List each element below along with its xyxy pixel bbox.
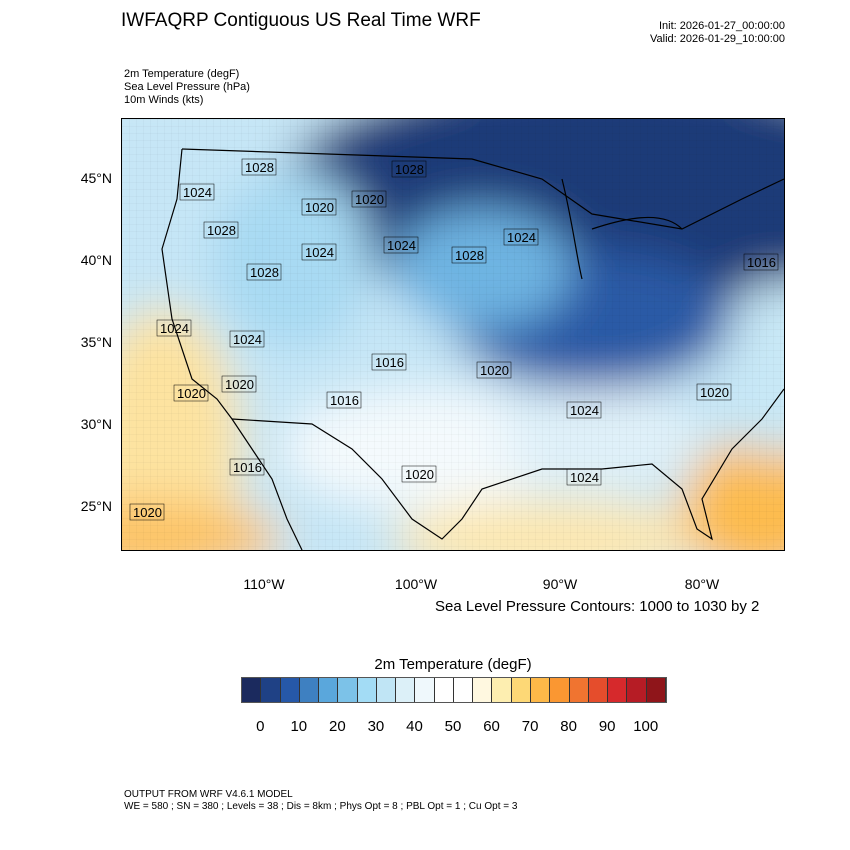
colorbar-swatch	[530, 678, 551, 702]
isobar-label: 1020	[305, 200, 334, 215]
colorbar-title: 2m Temperature (degF)	[374, 656, 532, 673]
colorbar-label: 90	[598, 718, 616, 735]
colorbar-swatch	[473, 678, 493, 702]
colorbar-label: 70	[521, 718, 539, 735]
colorbar-swatch	[588, 678, 609, 702]
colorbar-swatch	[338, 678, 358, 702]
lat-label: 45°N	[80, 170, 112, 186]
isobar-label: 1028	[395, 162, 424, 177]
isobar-label: 1028	[245, 160, 274, 175]
isobar-label: 1024	[507, 230, 536, 245]
field-label-temperature: 2m Temperature (degF)	[124, 68, 240, 80]
colorbar-swatch	[608, 678, 628, 702]
isobar-labels: 1024 1028 1028 1020 1020 1028 1024 1028 1024 1024…	[129, 158, 779, 521]
isobar-label: 1016	[747, 255, 776, 270]
field-label-winds: 10m Winds (kts)	[124, 94, 204, 106]
colorbar-swatch	[357, 678, 377, 702]
colorbar-swatch	[511, 678, 531, 702]
lon-label: 90°W	[542, 576, 578, 592]
colorbar-swatch	[492, 678, 512, 702]
isobar-label: 1024	[160, 321, 189, 336]
colorbar-swatch	[299, 678, 320, 702]
isobar-label: 1020	[700, 385, 729, 400]
isobar-label: 1020	[225, 377, 254, 392]
lat-label: 30°N	[80, 416, 112, 432]
colorbar-label: 50	[444, 718, 462, 735]
colorbar-swatch	[376, 678, 397, 702]
isobar-label: 1024	[305, 245, 334, 260]
colorbar-swatch	[569, 678, 589, 702]
lat-label: 40°N	[80, 252, 112, 268]
colorbar-swatch	[415, 678, 435, 702]
slp-caption: Sea Level Pressure Contours: 1000 to 103…	[435, 598, 760, 615]
colorbar-swatch	[627, 678, 647, 702]
footer-model: OUTPUT FROM WRF V4.6.1 MODEL	[124, 789, 293, 800]
colorbar-label: 60	[483, 718, 500, 735]
isobar-label: 1020	[480, 363, 509, 378]
colorbar-swatch	[242, 678, 262, 702]
colorbar-swatch	[550, 678, 570, 702]
isobar-label: 1020	[355, 192, 384, 207]
footer-config: WE = 580 ; SN = 380 ; Levels = 38 ; Dis …	[124, 801, 518, 812]
lon-label: 80°W	[684, 576, 720, 592]
valid-time: Valid: 2026-01-29_10:00:00	[650, 33, 785, 45]
colorbar-swatch	[646, 678, 666, 702]
map-canvas: 1024 1028 1028 1020 1020 1028 1024 1028 1024 1024…	[2, 69, 850, 589]
isobar-label: 1028	[207, 223, 236, 238]
isobar-label: 1024	[387, 238, 416, 253]
lon-label: 110°W	[243, 576, 285, 592]
lon-label: 100°W	[394, 576, 438, 592]
isobar-label: 1028	[250, 265, 279, 280]
isobar-label: 1016	[330, 393, 359, 408]
isobar-label: 1028	[455, 248, 484, 263]
isobar-label: 1020	[405, 467, 434, 482]
colorbar-label: 30	[367, 718, 385, 735]
isobar-label: 1024	[233, 332, 262, 347]
colorbar-label: 20	[329, 718, 346, 735]
isobar-label: 1024	[183, 185, 212, 200]
colorbar-swatch	[396, 678, 416, 702]
isobar-label: 1024	[570, 403, 599, 418]
colorbar-label: 100	[633, 718, 659, 735]
colorbar-label: 40	[406, 718, 423, 735]
colorbar-swatch	[434, 678, 454, 702]
isobar-label: 1020	[133, 505, 162, 520]
colorbar	[241, 677, 667, 703]
init-time: Init: 2026-01-27_00:00:00	[659, 20, 785, 32]
colorbar-label: 80	[560, 718, 577, 735]
isobar-label: 1016	[233, 460, 262, 475]
colorbar-swatch	[261, 678, 281, 702]
plot-title: IWFAQRP Contiguous US Real Time WRF	[121, 10, 481, 31]
lat-label: 35°N	[80, 334, 112, 350]
colorbar-label: 10	[290, 718, 308, 735]
isobar-label: 1016	[375, 355, 404, 370]
isobar-label: 1020	[177, 386, 206, 401]
colorbar-swatch	[453, 678, 474, 702]
colorbar-swatch	[280, 678, 300, 702]
colorbar-label: 0	[256, 718, 265, 735]
lat-label: 25°N	[80, 498, 112, 514]
field-label-pressure: Sea Level Pressure (hPa)	[124, 81, 250, 93]
temperature-map: 1024 1028 1028 1020 1020 1028 1024 1028 1024 1024…	[2, 69, 850, 589]
isobar-label: 1024	[570, 470, 599, 485]
colorbar-swatch	[319, 678, 339, 702]
